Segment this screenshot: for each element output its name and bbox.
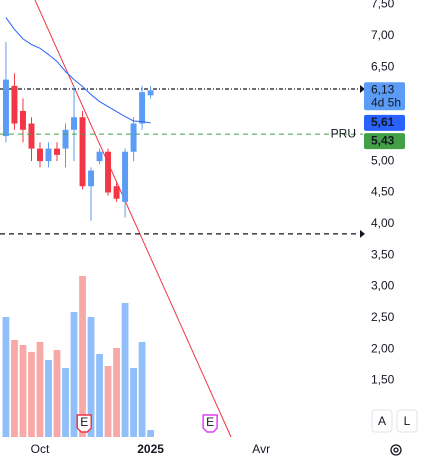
volume-bar bbox=[130, 368, 137, 437]
volume-bar bbox=[45, 360, 52, 437]
volume-bar bbox=[104, 366, 112, 437]
volume-bar bbox=[53, 350, 61, 437]
volume-bar bbox=[62, 368, 69, 437]
x-tick-label: Oct bbox=[31, 442, 50, 456]
volume-bar bbox=[36, 342, 44, 437]
volume-bar bbox=[87, 317, 95, 437]
y-tick-label: 3,00 bbox=[371, 279, 395, 293]
volume-bar bbox=[121, 303, 129, 437]
candle-body bbox=[62, 129, 69, 149]
trend-line bbox=[34, 0, 232, 438]
event-label: E bbox=[206, 415, 214, 429]
candle-body bbox=[96, 151, 103, 162]
candle-body bbox=[2, 79, 9, 137]
y-tick-label: 4,00 bbox=[371, 216, 395, 230]
price-badge-label: 5,43 bbox=[371, 133, 395, 147]
y-tick-label: 2,50 bbox=[371, 310, 395, 324]
candle-body bbox=[37, 148, 43, 162]
scale-button-label: L bbox=[404, 414, 411, 428]
candle-body bbox=[88, 170, 95, 187]
candle-body bbox=[139, 92, 146, 124]
y-tick-label: 2,00 bbox=[371, 341, 395, 355]
volume-bar bbox=[2, 317, 10, 437]
moving-average-line bbox=[5, 17, 151, 124]
volume-bar bbox=[28, 352, 35, 437]
y-tick-label: 7,00 bbox=[371, 28, 395, 42]
x-tick-label: Avr bbox=[252, 442, 270, 456]
candle-body bbox=[105, 151, 112, 193]
volume-bar bbox=[113, 348, 120, 437]
candle-body bbox=[71, 117, 77, 130]
volume-bar bbox=[11, 340, 18, 437]
volume-bar bbox=[70, 312, 78, 437]
event-marker[interactable] bbox=[76, 414, 92, 433]
volume-bar bbox=[96, 354, 103, 437]
candle-body bbox=[28, 123, 35, 149]
event-label: E bbox=[80, 415, 88, 429]
scale-button[interactable] bbox=[396, 409, 418, 433]
y-tick-label: 6,50 bbox=[371, 59, 395, 73]
x-tick-label: 2025 bbox=[137, 442, 164, 456]
candle-body bbox=[19, 110, 26, 130]
gear-icon[interactable] bbox=[390, 444, 402, 456]
candle-body bbox=[147, 90, 154, 96]
volume-bar bbox=[147, 430, 154, 437]
scale-button-label: A bbox=[378, 414, 386, 428]
y-tick-label: 7,50 bbox=[371, 0, 395, 11]
candle-body bbox=[130, 123, 137, 152]
line-end-arrow bbox=[360, 229, 365, 238]
price-badge bbox=[364, 133, 405, 150]
y-tick-label: 3,50 bbox=[371, 247, 395, 261]
gear-hub bbox=[393, 447, 399, 453]
price-badge bbox=[364, 82, 405, 111]
candle-body bbox=[113, 186, 120, 199]
candle-body bbox=[11, 85, 18, 124]
candle-body bbox=[122, 151, 129, 202]
price-badge bbox=[364, 114, 405, 131]
y-tick-label: 5,00 bbox=[371, 153, 395, 167]
price-badge-sublabel: 4d 5h bbox=[371, 95, 401, 109]
y-tick-label: 1,50 bbox=[371, 373, 395, 387]
gear-ring bbox=[390, 444, 402, 456]
candle-body bbox=[54, 148, 60, 155]
volume-bar bbox=[138, 342, 146, 437]
event-marker[interactable] bbox=[202, 414, 218, 433]
y-tick-label: 4,50 bbox=[371, 185, 395, 199]
line-end-arrow bbox=[360, 85, 365, 94]
candle-body bbox=[79, 117, 86, 187]
price-badge-label: 5,61 bbox=[371, 115, 395, 129]
volume-bar bbox=[19, 345, 27, 437]
candle-body bbox=[45, 148, 52, 162]
price-line-label: PRU bbox=[331, 126, 356, 140]
scale-button[interactable] bbox=[371, 409, 393, 433]
volume-bar bbox=[79, 276, 86, 437]
price-badge-label: 6,13 bbox=[371, 82, 395, 96]
